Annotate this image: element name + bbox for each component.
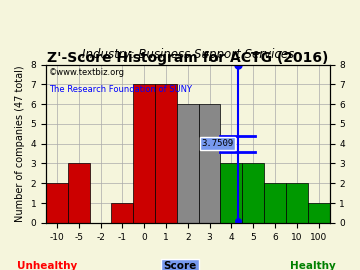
Bar [242,163,264,223]
Bar [133,84,155,223]
Bar [155,84,177,223]
Bar [199,104,220,223]
Text: ©www.textbiz.org: ©www.textbiz.org [49,68,125,77]
Bar [46,183,68,223]
Bar [220,163,242,223]
Bar [286,183,308,223]
Title: Z'-Score Histogram for ACTG (2016): Z'-Score Histogram for ACTG (2016) [47,50,328,65]
Text: 3.7509: 3.7509 [201,139,234,148]
Text: Healthy: Healthy [290,261,336,270]
Text: Unhealthy: Unhealthy [17,261,77,270]
Bar [264,183,286,223]
Bar [68,163,90,223]
Text: Score: Score [163,261,197,270]
Y-axis label: Number of companies (47 total): Number of companies (47 total) [15,65,25,222]
Text: The Research Foundation of SUNY: The Research Foundation of SUNY [49,85,192,94]
Bar [112,203,133,223]
Text: Industry: Business Support Services: Industry: Business Support Services [82,48,294,61]
Bar [177,104,199,223]
Bar [308,203,329,223]
